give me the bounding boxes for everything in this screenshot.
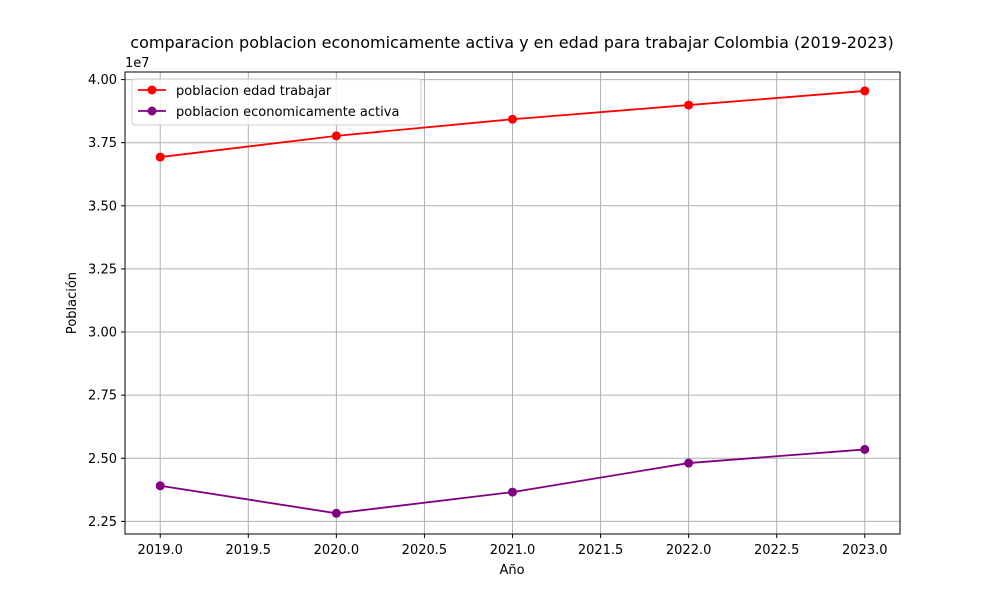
x-tick-label: 2020.0	[314, 543, 360, 558]
x-tick-label: 2021.5	[578, 543, 624, 558]
legend-marker-economicamente-activa	[147, 106, 157, 116]
data-point	[860, 86, 870, 96]
data-point	[155, 152, 165, 162]
data-point	[508, 487, 517, 497]
y-tick-label: 4.00	[88, 73, 117, 88]
data-point	[155, 481, 165, 491]
y-axis-label: Población	[65, 272, 80, 334]
y-tick-label: 3.75	[88, 136, 117, 151]
x-tick-label: 2023.0	[842, 543, 888, 558]
y-tick-label: 2.50	[88, 452, 117, 467]
legend-label-edad-trabajar: poblacion edad trabajar	[176, 84, 332, 99]
y-axis-offset-label: 1e7	[125, 56, 150, 71]
x-tick-label: 2022.0	[666, 543, 712, 558]
y-tick-label: 3.00	[88, 326, 117, 341]
data-point	[860, 444, 870, 454]
data-point	[684, 100, 694, 110]
data-point	[331, 508, 341, 518]
data-point	[684, 458, 694, 468]
x-tick-label: 2019.5	[226, 543, 272, 558]
series-lines	[155, 86, 870, 518]
legend-box	[131, 78, 422, 126]
x-tick-label: 2019.0	[137, 543, 183, 558]
x-axis-label: Año	[499, 563, 524, 578]
grid	[125, 72, 900, 534]
legend-item-economicamente-activa: poblacion economicamente activa	[138, 105, 399, 120]
y-tick-label: 3.25	[88, 262, 117, 277]
legend-marker-edad-trabajar	[147, 85, 157, 95]
legend-item-edad-trabajar: poblacion edad trabajar	[138, 84, 332, 99]
x-axis: 2019.0 2019.5 2020.0 2020.5 2021.0 2021.5 2022…	[137, 534, 888, 558]
data-point	[508, 114, 517, 124]
x-tick-label: 2020.5	[402, 543, 448, 558]
y-axis: 2.25 2.50 2.75 3.00 3.25 3.50 3.75 4.00	[88, 73, 125, 530]
series-0	[155, 86, 870, 162]
legend-label-economicamente-activa: poblacion economicamente activa	[176, 105, 399, 120]
y-tick-label: 2.75	[88, 389, 117, 404]
data-point	[331, 131, 341, 141]
y-tick-label: 3.50	[88, 199, 117, 214]
chart-title: comparacion poblacion economicamente act…	[130, 33, 893, 52]
legend: poblacion edad trabajar poblacion econom…	[131, 78, 422, 126]
x-tick-label: 2021.0	[490, 543, 536, 558]
series-1	[155, 444, 870, 518]
y-tick-label: 2.25	[88, 515, 117, 530]
x-tick-label: 2022.5	[754, 543, 800, 558]
